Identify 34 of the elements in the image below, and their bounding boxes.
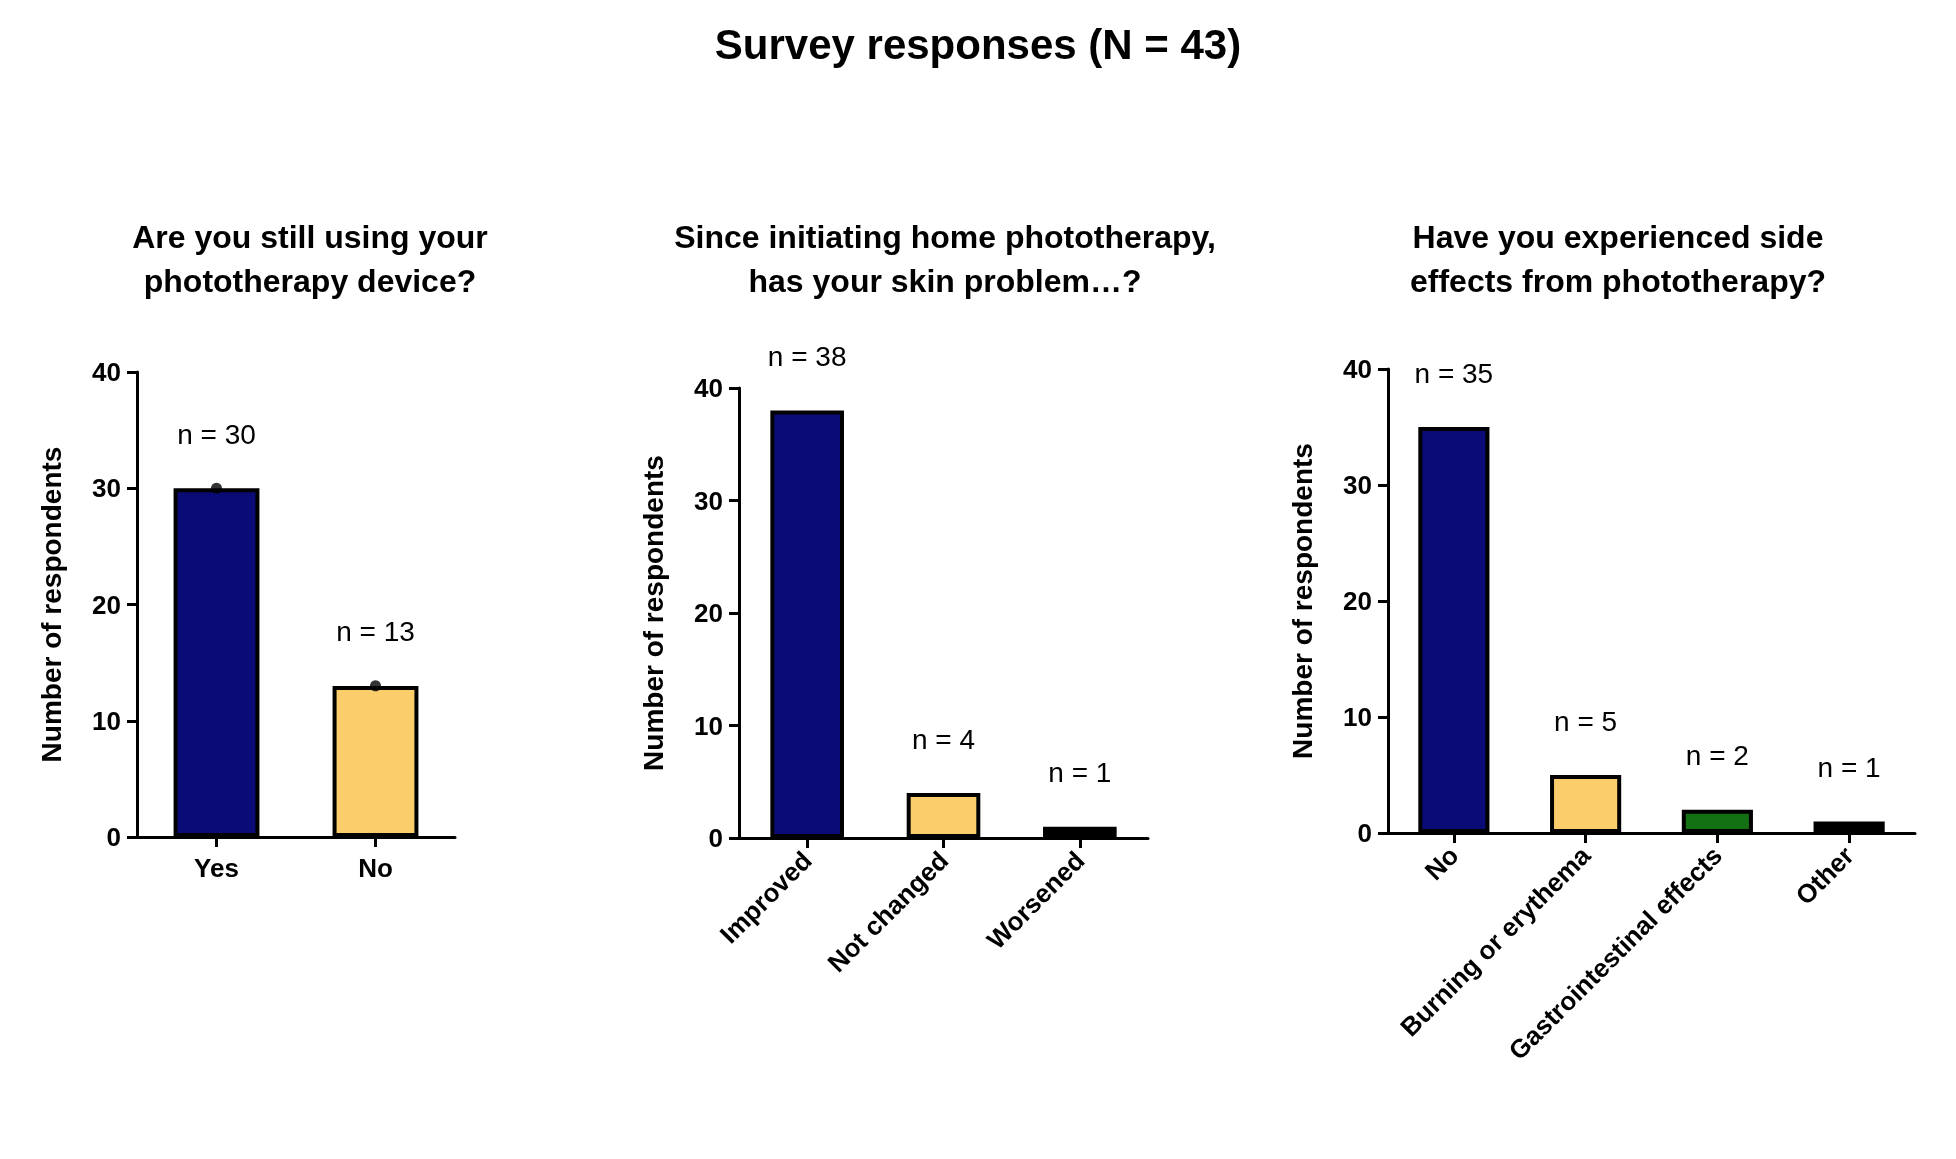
y-tick-label: 20	[92, 589, 121, 620]
y-tick-label: 30	[1343, 470, 1372, 500]
y-tick-label: 30	[694, 485, 723, 516]
y-tick-label: 20	[694, 598, 723, 628]
y-axis-title: Number of respondents	[35, 446, 67, 763]
y-axis-title: Number of respondents	[637, 455, 669, 771]
data-label: n = 30	[177, 418, 256, 450]
data-label: n = 35	[1414, 357, 1494, 389]
y-tick-label: 0	[106, 822, 121, 852]
data-label: n = 1	[1817, 751, 1881, 783]
data-label: n = 2	[1685, 740, 1749, 772]
y-tick-label: 10	[694, 710, 723, 741]
y-tick-label: 40	[1343, 354, 1372, 384]
data-label: n = 5	[1554, 705, 1618, 737]
data-label: n = 13	[336, 616, 415, 648]
y-tick-label: 0	[708, 823, 723, 853]
y-axis-title: Number of respondents	[1286, 443, 1318, 759]
x-tick-label: No	[1418, 840, 1465, 887]
y-tick-label: 10	[1343, 702, 1372, 732]
chart-title: Have you experienced side effects from phototherapy?	[1409, 219, 1827, 299]
chart-title: Are you still using your phototherapy device?	[132, 219, 488, 299]
data-label: n = 38	[767, 341, 847, 372]
x-tick-label: No	[358, 853, 393, 883]
y-tick-label: 10	[92, 705, 121, 736]
y-tick-label: 0	[1357, 818, 1372, 848]
data-label: n = 1	[1048, 757, 1112, 789]
x-tick-label: Yes	[194, 853, 239, 883]
y-tick-label: 20	[1343, 586, 1372, 616]
y-tick-label: 30	[92, 473, 121, 504]
chart-title: Since initiating home phototherapy, has your skin problem…?	[674, 219, 1216, 299]
text: Survey responses (N = 43)	[714, 20, 1242, 68]
y-tick-label: 40	[694, 373, 723, 403]
y-tick-label: 40	[92, 357, 121, 387]
data-label: n = 4	[911, 723, 976, 755]
